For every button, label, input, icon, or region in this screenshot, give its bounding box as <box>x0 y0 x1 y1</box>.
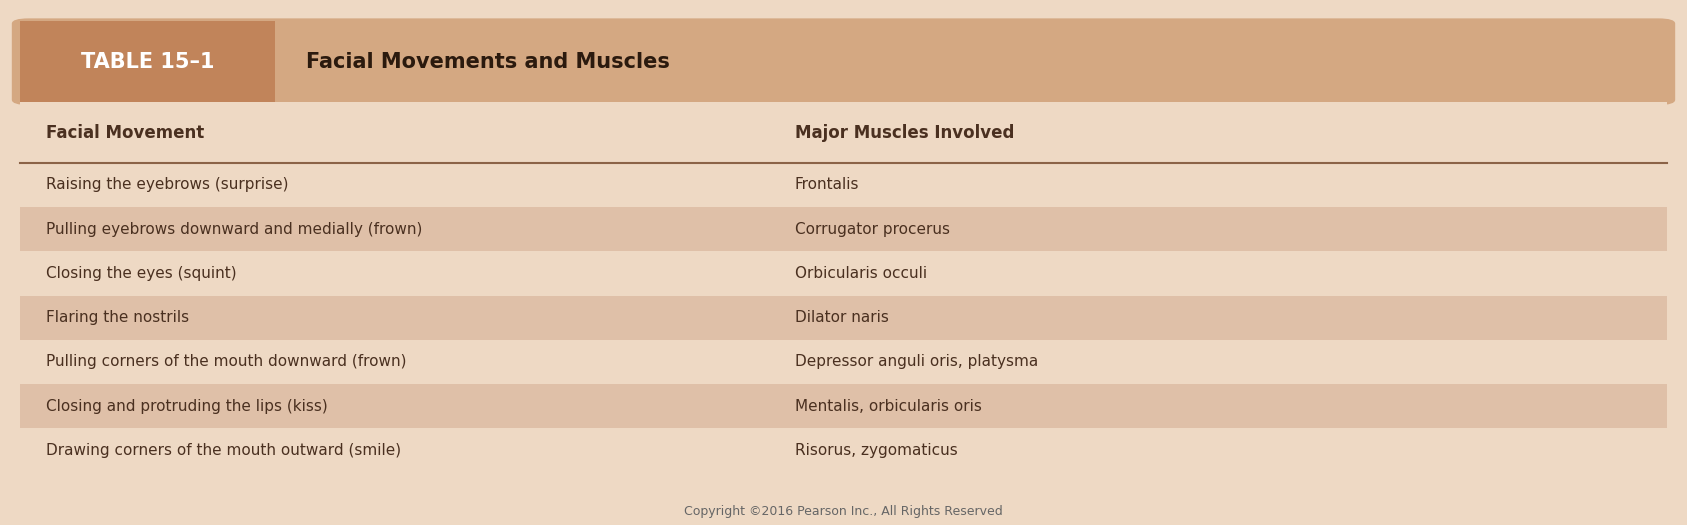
Text: Corrugator procerus: Corrugator procerus <box>795 222 950 237</box>
Bar <box>20 340 1667 384</box>
Text: Pulling corners of the mouth downward (frown): Pulling corners of the mouth downward (f… <box>46 354 407 370</box>
Text: Major Muscles Involved: Major Muscles Involved <box>795 123 1014 142</box>
Text: TABLE 15–1: TABLE 15–1 <box>81 51 214 72</box>
Text: Raising the eyebrows (surprise): Raising the eyebrows (surprise) <box>46 177 288 192</box>
Bar <box>20 207 1667 251</box>
Bar <box>20 384 1667 428</box>
Text: Closing and protruding the lips (kiss): Closing and protruding the lips (kiss) <box>46 398 327 414</box>
Text: Facial Movement: Facial Movement <box>46 123 204 142</box>
Text: Pulling eyebrows downward and medially (frown): Pulling eyebrows downward and medially (… <box>46 222 422 237</box>
Text: Depressor anguli oris, platysma: Depressor anguli oris, platysma <box>795 354 1038 370</box>
Text: Frontalis: Frontalis <box>795 177 859 192</box>
Bar <box>20 428 1667 472</box>
Bar <box>20 296 1667 340</box>
Text: Orbicularis occuli: Orbicularis occuli <box>795 266 926 281</box>
Text: Copyright ©2016 Pearson Inc., All Rights Reserved: Copyright ©2016 Pearson Inc., All Rights… <box>685 506 1002 518</box>
Text: Mentalis, orbicularis oris: Mentalis, orbicularis oris <box>795 398 982 414</box>
Bar <box>20 102 1667 473</box>
Text: Closing the eyes (squint): Closing the eyes (squint) <box>46 266 236 281</box>
Text: Drawing corners of the mouth outward (smile): Drawing corners of the mouth outward (sm… <box>46 443 402 458</box>
Text: Risorus, zygomaticus: Risorus, zygomaticus <box>795 443 958 458</box>
Text: Dilator naris: Dilator naris <box>795 310 889 325</box>
Bar <box>20 21 275 102</box>
Bar <box>20 163 1667 207</box>
Bar <box>20 251 1667 296</box>
Text: Flaring the nostrils: Flaring the nostrils <box>46 310 189 325</box>
Text: Facial Movements and Muscles: Facial Movements and Muscles <box>305 51 670 72</box>
FancyBboxPatch shape <box>12 18 1675 105</box>
